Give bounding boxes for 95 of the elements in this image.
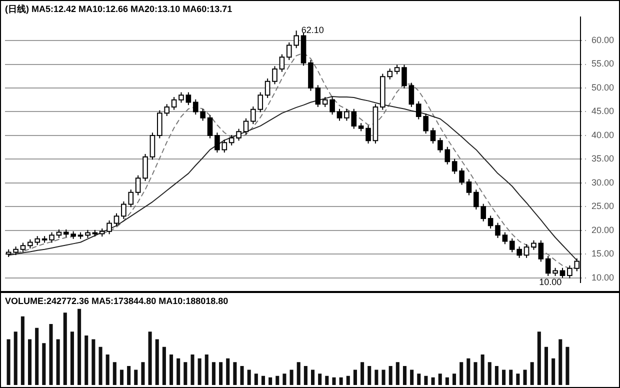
bar xyxy=(35,328,39,385)
bar xyxy=(6,339,10,385)
bar xyxy=(92,339,96,385)
bar xyxy=(176,358,180,385)
bar xyxy=(452,374,456,385)
y-tick-label: 20.00 xyxy=(591,224,614,235)
bar xyxy=(474,362,478,385)
bar xyxy=(184,362,188,385)
bar xyxy=(494,366,498,385)
annotation: 10.00 xyxy=(539,276,562,287)
bar xyxy=(98,346,102,385)
bar xyxy=(480,354,484,385)
y-tick-label: 35.00 xyxy=(591,154,614,164)
bar xyxy=(296,362,300,385)
bar xyxy=(112,362,116,385)
bar xyxy=(134,370,138,385)
bar xyxy=(460,362,464,385)
bar xyxy=(49,324,53,385)
bar xyxy=(530,362,534,385)
bar xyxy=(233,362,237,385)
bar xyxy=(332,377,336,385)
y-tick-label: 45.00 xyxy=(591,106,614,116)
bar xyxy=(14,332,18,385)
bar xyxy=(56,339,60,385)
bar xyxy=(552,358,556,385)
y-tick-label: 30.00 xyxy=(591,177,614,188)
bar xyxy=(148,332,152,385)
bar xyxy=(84,335,88,385)
bar xyxy=(70,332,74,385)
bar xyxy=(488,362,492,385)
y-tick-label: 25.00 xyxy=(591,201,614,212)
bar xyxy=(516,374,520,385)
bar xyxy=(240,366,244,385)
bar xyxy=(247,370,251,385)
bar xyxy=(106,354,110,385)
bar xyxy=(155,339,159,385)
chart-title: (日线) MA5:12.42 MA10:12.66 MA20:13.10 MA60:13.71 xyxy=(5,4,232,14)
y-tick-label: 15.00 xyxy=(591,248,614,259)
bar xyxy=(325,376,329,385)
bar xyxy=(396,362,400,385)
bar xyxy=(544,346,548,385)
bar xyxy=(339,377,343,385)
bar xyxy=(162,346,166,385)
bar xyxy=(566,346,570,385)
bar xyxy=(42,343,46,385)
bar xyxy=(28,339,32,385)
bar xyxy=(268,377,272,385)
bar xyxy=(410,370,414,385)
bar xyxy=(290,370,294,385)
y-tick-label: 10.00 xyxy=(591,272,614,282)
y-tick-label: 55.00 xyxy=(591,58,614,69)
bar xyxy=(226,358,230,385)
bar xyxy=(537,332,541,385)
y-tick-label: 50.00 xyxy=(591,82,614,92)
bar xyxy=(438,374,442,385)
bar xyxy=(346,376,350,385)
y-tick-label: 40.00 xyxy=(591,130,614,140)
bar xyxy=(63,312,67,385)
bar xyxy=(204,354,208,385)
bar xyxy=(374,370,378,385)
bar xyxy=(254,374,258,385)
bar xyxy=(360,362,364,385)
bar xyxy=(169,354,174,385)
bar xyxy=(120,370,124,385)
bar xyxy=(558,339,562,385)
bar xyxy=(219,362,223,385)
bar xyxy=(282,374,286,385)
bar xyxy=(141,362,145,385)
bar xyxy=(310,370,315,385)
bar xyxy=(424,376,428,385)
bar xyxy=(523,370,527,385)
bar xyxy=(78,308,82,385)
bar xyxy=(502,370,506,385)
bar xyxy=(382,370,386,385)
bar xyxy=(353,370,357,385)
bar xyxy=(445,377,449,385)
bar xyxy=(318,374,322,385)
bar xyxy=(304,366,308,385)
bar xyxy=(190,354,194,385)
bar xyxy=(276,376,280,385)
bar xyxy=(261,376,266,385)
chart-title: VOLUME:242772.36 MA5:173844.80 MA10:188018.80 xyxy=(5,296,228,306)
bar xyxy=(509,370,513,385)
bar xyxy=(431,377,435,385)
bar xyxy=(402,366,407,385)
bar xyxy=(417,374,421,385)
bar xyxy=(212,362,216,385)
bar xyxy=(20,316,24,385)
annotation: 62.10 xyxy=(301,25,324,36)
bar xyxy=(198,358,202,385)
bar xyxy=(368,366,372,385)
y-tick-label: 60.00 xyxy=(591,35,614,46)
bar xyxy=(388,366,392,385)
bar xyxy=(466,358,470,385)
bar xyxy=(127,366,131,385)
